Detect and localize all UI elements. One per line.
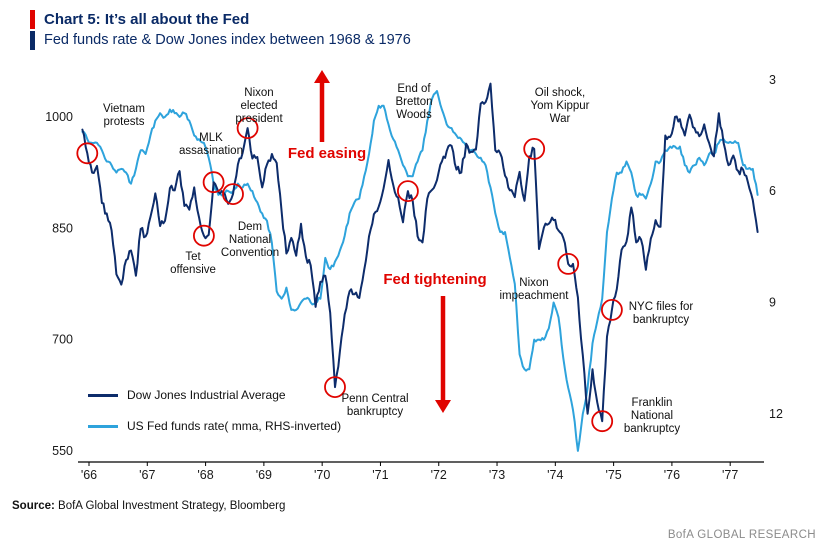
y-left-tick-label: 700 <box>52 333 73 347</box>
y-left-tick-label: 550 <box>52 444 73 458</box>
event-label: Franklin National bankruptcy <box>624 397 681 435</box>
legend-item-dow: Dow Jones Industrial Average <box>88 386 341 404</box>
policy-arrow-label: Fed tightening <box>383 271 486 288</box>
event-label: Tet offensive <box>170 251 216 276</box>
source-line: Source: BofA Global Investment Strategy,… <box>12 500 285 512</box>
x-tick-label: '73 <box>489 468 505 482</box>
x-tick-label: '74 <box>547 468 563 482</box>
x-tick-label: '67 <box>139 468 155 482</box>
dow-line-swatch <box>88 393 118 397</box>
event-circle <box>236 117 259 140</box>
event-circle <box>324 376 346 399</box>
event-label: End of Bretton Woods <box>395 83 432 121</box>
event-label: Oil shock, Yom Kippur War <box>530 87 589 125</box>
event-circle <box>557 252 580 275</box>
arrow-head <box>435 400 451 413</box>
legend-label-fed: US Fed funds rate( mma, RHS-inverted) <box>127 419 342 433</box>
y-left-tick-label: 850 <box>52 221 73 235</box>
event-circle <box>202 171 225 194</box>
chart-title: Chart 5: It’s all about the Fed <box>44 11 250 28</box>
bofa-global-research-brand: BofA GLOBAL RESEARCH <box>667 529 816 541</box>
event-label: Dem National Convention <box>221 221 279 259</box>
arrow-head <box>314 70 330 83</box>
event-circle <box>591 410 614 433</box>
x-tick-label: '71 <box>372 468 388 482</box>
dow-line <box>81 82 759 423</box>
event-circle <box>76 142 99 165</box>
x-tick-label: '69 <box>256 468 272 482</box>
event-circle <box>192 224 215 247</box>
source-label: Source: <box>12 500 55 512</box>
fed-line <box>81 90 759 452</box>
chart-legend: Dow Jones Industrial Average US Fed fund… <box>88 386 341 448</box>
event-circle <box>222 183 244 206</box>
x-tick-label: '72 <box>431 468 447 482</box>
x-tick-label: '66 <box>81 468 97 482</box>
event-label: Penn Central bankruptcy <box>341 393 408 418</box>
event-label: Nixon impeachment <box>499 277 569 302</box>
y-left-tick-label: 1000 <box>45 110 73 124</box>
legend-label-dow: Dow Jones Industrial Average <box>127 388 286 402</box>
x-tick-label: '75 <box>605 468 621 482</box>
event-label: MLK assasination <box>179 132 243 157</box>
event-circle <box>396 180 419 203</box>
event-label: Vietnam protests <box>103 103 145 128</box>
policy-arrow-label: Fed easing <box>288 145 366 162</box>
event-circle <box>601 298 623 321</box>
event-label: NYC files for bankruptcy <box>629 301 694 326</box>
x-tick-label: '70 <box>314 468 330 482</box>
x-tick-label: '68 <box>197 468 213 482</box>
chart-header: Chart 5: It’s all about the Fed Fed fund… <box>30 10 411 50</box>
x-tick-label: '76 <box>664 468 680 482</box>
source-text: BofA Global Investment Strategy, Bloombe… <box>58 500 286 512</box>
event-label: Nixon elected president <box>235 87 283 125</box>
y-right-tick-label: 6 <box>769 184 776 198</box>
y-right-tick-label: 3 <box>769 73 776 87</box>
title-row: Chart 5: It’s all about the Fed <box>30 10 411 29</box>
y-right-tick-label: 12 <box>769 407 783 421</box>
legend-item-fed: US Fed funds rate( mma, RHS-inverted) <box>88 417 341 435</box>
subtitle-row: Fed funds rate & Dow Jones index between… <box>30 31 411 50</box>
fed-line-swatch <box>88 424 118 428</box>
x-tick-label: '77 <box>722 468 738 482</box>
event-circle <box>523 137 546 160</box>
y-right-tick-label: 9 <box>769 295 776 309</box>
chart-subtitle: Fed funds rate & Dow Jones index between… <box>44 32 411 48</box>
